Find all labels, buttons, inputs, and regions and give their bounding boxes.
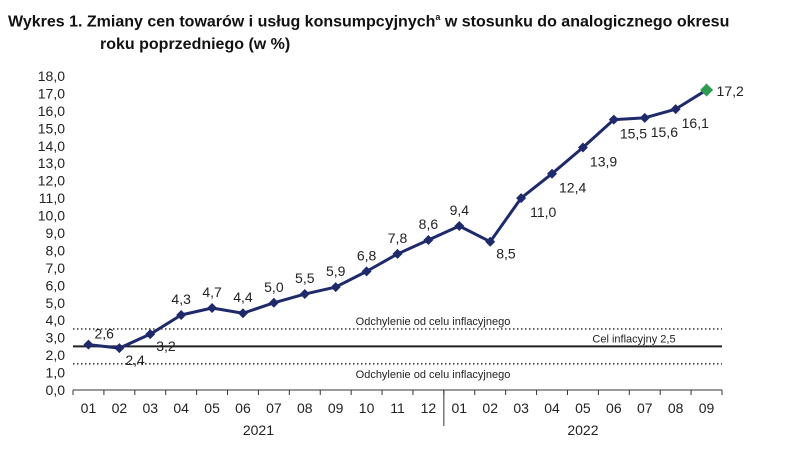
x-tick-label: 03: [513, 400, 529, 416]
data-label: 6,8: [357, 247, 377, 263]
data-label: 7,8: [388, 230, 408, 246]
y-tick-label: 12,0: [38, 173, 65, 189]
y-tick-label: 1,0: [46, 365, 66, 381]
series-line: [88, 88, 708, 350]
y-tick-label: 8,0: [46, 242, 66, 258]
x-tick-label: 10: [359, 400, 375, 416]
x-tick-label: 03: [142, 400, 158, 416]
x-tick-label: 09: [328, 400, 344, 416]
y-tick-label: 0,0: [46, 382, 66, 398]
title-line1: Wykres 1. Zmiany cen towarów i usług kon…: [8, 13, 436, 31]
data-point: [547, 168, 558, 179]
data-point: [670, 104, 681, 115]
latest-data-point: [700, 83, 714, 97]
data-point: [608, 114, 619, 125]
data-label: 4,7: [202, 284, 222, 300]
chart-title: Wykres 1. Zmiany cen towarów i usług kon…: [8, 6, 778, 56]
data-label: 12,4: [559, 180, 586, 196]
y-tick-label: 9,0: [46, 225, 66, 241]
data-label: 9,4: [450, 202, 470, 218]
x-tick-label: 04: [173, 400, 189, 416]
y-tick-label: 18,0: [38, 68, 65, 84]
x-tick-label: 02: [482, 400, 498, 416]
data-label: 4,4: [233, 289, 253, 305]
x-tick-label: 11: [390, 400, 405, 416]
x-tick-label: 05: [575, 400, 591, 416]
data-label: 13,9: [590, 154, 617, 170]
data-point: [639, 112, 650, 123]
data-label: 15,5: [620, 126, 647, 142]
data-point: [145, 329, 156, 340]
x-tick-label: 07: [637, 400, 653, 416]
year-label: 2021: [243, 422, 274, 438]
y-tick-label: 7,0: [46, 260, 66, 276]
data-point: [176, 309, 187, 320]
y-tick-label: 14,0: [38, 138, 65, 154]
x-tick-label: 08: [668, 400, 684, 416]
tolerance-lower-label: Odchylenie od celu inflacyjnego: [356, 369, 511, 381]
title-line1-end: w stosunku do analogicznego okresu: [440, 13, 730, 31]
y-tick-label: 11,0: [39, 190, 65, 206]
data-point: [454, 221, 465, 232]
x-tick-label: 01: [452, 400, 468, 416]
data-label: 4,3: [171, 291, 191, 307]
x-tick-label: 05: [204, 400, 220, 416]
data-point: [577, 142, 588, 153]
y-tick-label: 4,0: [46, 312, 66, 328]
x-tick-label: 09: [699, 400, 715, 416]
y-tick-label: 16,0: [38, 103, 65, 119]
data-label: 5,5: [295, 270, 315, 286]
x-tick-label: 01: [81, 400, 97, 416]
data-point: [361, 266, 372, 277]
y-tick-label: 6,0: [46, 277, 66, 293]
y-tick-label: 2,0: [46, 347, 66, 363]
title-footnote-mark: a: [435, 12, 441, 22]
y-tick-label: 15,0: [38, 120, 65, 136]
data-point: [268, 297, 279, 308]
x-tick-label: 07: [266, 400, 282, 416]
data-label: 15,6: [651, 124, 678, 140]
x-tick-label: 04: [544, 400, 560, 416]
x-tick-label: 06: [606, 400, 622, 416]
year-label: 2022: [567, 422, 598, 438]
y-tick-label: 17,0: [38, 85, 65, 101]
data-label: 5,0: [264, 279, 284, 295]
data-label: 16,1: [682, 115, 709, 131]
data-point: [516, 193, 527, 204]
data-point: [485, 236, 496, 247]
x-tick-label: 12: [421, 400, 437, 416]
inflation-target-label: Cel inflacyjny 2,5: [592, 333, 675, 345]
data-label: 17,2: [717, 83, 744, 99]
data-point: [83, 339, 94, 350]
data-point: [299, 289, 310, 300]
data-label: 2,4: [125, 352, 145, 368]
data-label: 8,5: [496, 246, 516, 262]
y-tick-label: 3,0: [46, 330, 66, 346]
data-point: [237, 308, 248, 319]
y-tick-label: 5,0: [46, 295, 66, 311]
data-label: 11,0: [530, 204, 556, 220]
data-point: [330, 282, 341, 293]
data-label: 3,2: [156, 338, 176, 354]
x-tick-label: 06: [235, 400, 251, 416]
y-tick-label: 13,0: [38, 155, 65, 171]
y-tick-label: 10,0: [38, 208, 65, 224]
x-tick-label: 08: [297, 400, 313, 416]
data-label: 5,9: [326, 263, 346, 279]
title-line2: roku poprzedniego (w %): [100, 36, 291, 54]
data-point: [207, 303, 218, 314]
data-point: [423, 234, 434, 245]
data-label: 8,6: [419, 216, 439, 232]
data-point: [114, 343, 125, 354]
data-label: 2,6: [94, 326, 114, 342]
x-tick-label: 02: [112, 400, 128, 416]
data-point: [392, 248, 403, 259]
tolerance-upper-label: Odchylenie od celu inflacyjnego: [356, 316, 511, 328]
